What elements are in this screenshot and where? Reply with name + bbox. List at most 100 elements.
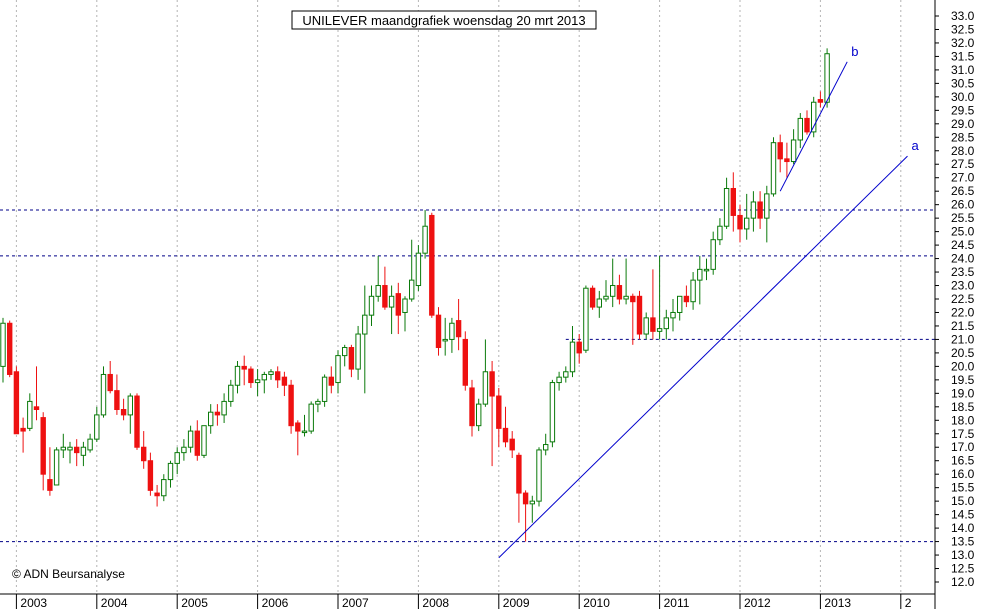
x-tick-label: 2008 [422,596,449,609]
trendline-label-a: a [912,138,920,153]
candle-body-down [777,142,783,160]
candle [589,285,596,310]
candle [74,439,80,467]
candle-body-up [643,317,649,335]
y-tick-label: 12.5 [951,562,975,576]
candle [301,414,308,437]
candle [770,137,777,197]
candle [556,371,562,391]
y-tick-label: 32.5 [951,22,975,36]
candle-body-up [610,285,616,297]
candle [87,433,93,453]
candle [402,296,408,332]
candle [576,334,582,364]
candle-body-up [422,225,428,254]
candle [422,210,428,259]
candle [315,398,321,413]
candle-body-down [348,347,355,370]
candle-body-up [187,430,194,448]
candle-body-up [208,411,214,427]
candle-body-up [583,287,589,351]
candle-body-down [120,409,127,416]
horizontal-levels [0,209,935,543]
candle-body-down [154,492,160,497]
candle-body-down [20,427,26,432]
candle-body-down [107,373,113,392]
candle [509,431,515,459]
candle [181,439,187,461]
candle-body-down [47,479,53,491]
candle-body-down [429,214,435,316]
candle-body-down [757,201,763,219]
candle [697,255,703,305]
y-tick-label: 30.0 [951,90,975,104]
y-tick-label: 22.5 [951,292,975,306]
candle [516,452,522,523]
candle [710,231,716,275]
y-tick-label: 16.5 [951,454,975,468]
candle [221,393,227,423]
candle [94,406,100,442]
candle [717,218,723,246]
candle-body-up [80,446,87,456]
candle-body-up [368,295,375,316]
candle-body-down [636,295,643,335]
candle-body-down [737,214,743,230]
y-tick-label: 14.5 [951,508,975,522]
candle [764,185,770,243]
candle [395,282,402,335]
candle-body-up [254,379,261,384]
candle [536,447,542,507]
candle [355,325,361,380]
candle [817,91,824,108]
candle-body-up [321,376,328,402]
candle-body-up [127,395,134,416]
candle [670,299,676,332]
candle-body-down [295,422,301,432]
x-tick-label: 2011 [664,596,690,609]
candle [683,285,690,308]
candle [368,285,375,326]
candle [348,344,355,378]
candle-body-up [670,311,676,319]
candle [409,239,415,302]
candle-body-down [462,338,469,386]
candle [67,441,73,464]
candle [623,258,629,305]
candle-body-up [603,295,609,300]
candle [208,404,214,434]
candle [174,447,180,475]
candle [107,360,113,394]
candle-body-down [328,376,335,386]
candle-body-down [616,285,623,300]
candle [321,374,328,407]
candle [449,317,455,353]
candle-body-down [141,446,147,462]
candle-body-up [415,252,422,287]
candle-body-down [817,99,824,103]
y-tick-label: 16.0 [951,467,975,481]
candle-body-down [194,430,201,456]
y-tick-label: 20.5 [951,346,975,360]
candle [730,172,736,232]
y-tick-label: 24.5 [951,238,975,252]
candle [549,379,556,448]
x-tick-label: 2009 [503,596,530,609]
candle-body-down [40,417,46,475]
candle [134,393,140,450]
candle [342,344,348,367]
candles [0,48,830,542]
candle-body-down [7,322,13,375]
candle [442,317,448,356]
candle-body-down [804,117,810,133]
y-tick-label: 20.0 [951,359,975,373]
candle-body-up [824,53,830,103]
candle-body-up [476,403,482,427]
candle-body-up [234,365,241,386]
candle [462,331,469,391]
candle-body-up [167,462,174,481]
candle [636,290,643,340]
x-tick-labels: 2003 2004 2005 2006 2007 2008 2009 2010 2011 2012… [20,596,911,609]
